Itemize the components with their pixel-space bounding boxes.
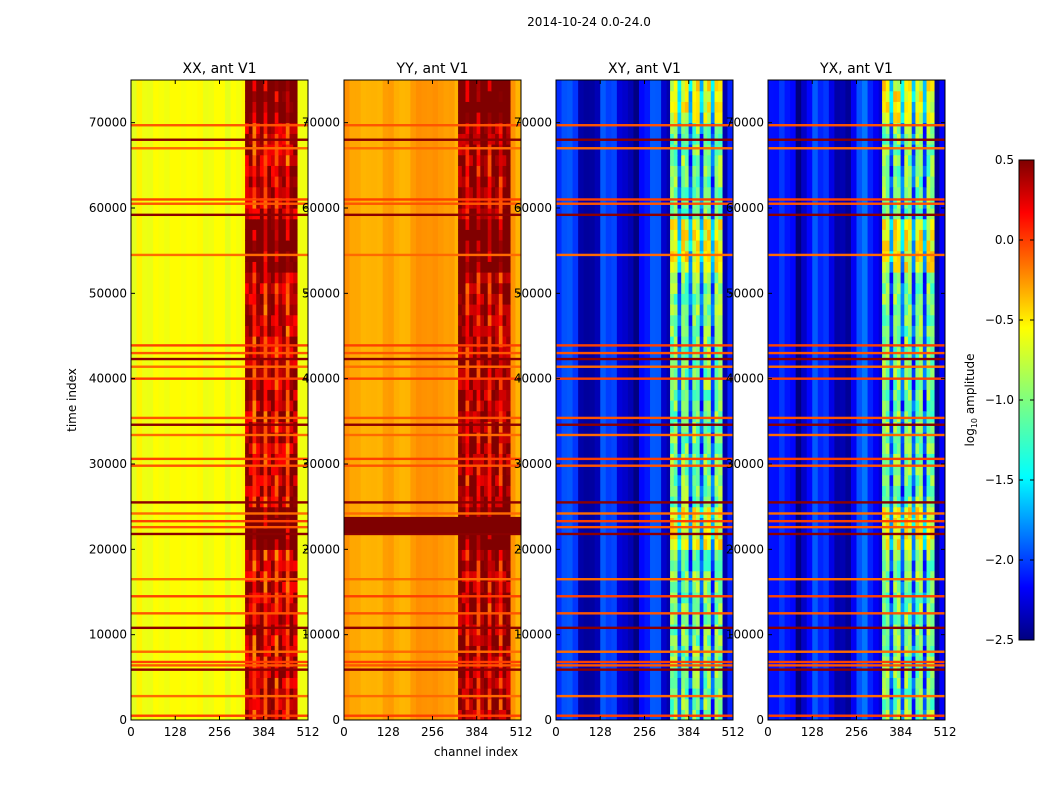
colorbar-label: log10 amplitude xyxy=(963,354,979,447)
x-tick-label: 128 xyxy=(164,725,187,739)
y-tick-label: 0 xyxy=(544,713,552,727)
x-tick-label: 384 xyxy=(465,725,488,739)
colorbar-ticks: 0.5 0.0 −0.5 −1.0 −1.5 −2.0 −2.5 xyxy=(985,153,1034,647)
y-tick-label: 40000 xyxy=(89,372,127,386)
x-tick-label: 256 xyxy=(633,725,656,739)
y-tick-label: 30000 xyxy=(514,457,552,471)
x-tick-label: 128 xyxy=(377,725,400,739)
panel-title: XY, ant V1 xyxy=(608,61,681,77)
colorbar: 0.5 0.0 −0.5 −1.0 −1.5 −2.0 −2.5 log10 amplitu… xyxy=(963,153,1035,647)
colorbar-tick-label: 0.5 xyxy=(995,153,1014,167)
x-tick-label: 384 xyxy=(889,725,912,739)
panels-group: XX, ant V1 0 128 256 384 512 0 10000 20000 30000 4… xyxy=(89,61,957,739)
y-tick-label: 40000 xyxy=(302,372,340,386)
y-tick-label: 70000 xyxy=(514,116,552,130)
y-tick-label: 0 xyxy=(119,713,127,727)
x-tick-label: 256 xyxy=(421,725,444,739)
colorbar-tick-label: −1.5 xyxy=(985,473,1014,487)
y-tick-label: 20000 xyxy=(726,542,764,556)
y-tick-label: 60000 xyxy=(726,201,764,215)
x-tick-label: 0 xyxy=(340,725,348,739)
panel-4: YX, ant V1 0 128 256 384 512 0 10000 20000 30000 4… xyxy=(726,61,957,739)
heatmap-cells xyxy=(768,80,945,720)
y-tick-label: 50000 xyxy=(514,286,552,300)
colorbar-tick-label: −1.0 xyxy=(985,393,1014,407)
colorbar-tick-label: −2.5 xyxy=(985,633,1014,647)
y-tick-label: 0 xyxy=(332,713,340,727)
panel-title: XX, ant V1 xyxy=(183,61,257,77)
y-tick-label: 60000 xyxy=(89,201,127,215)
heatmap-cells xyxy=(131,80,308,720)
y-tick-label: 20000 xyxy=(514,542,552,556)
x-tick-label: 0 xyxy=(127,725,135,739)
y-tick-label: 70000 xyxy=(89,116,127,130)
x-tick-label: 256 xyxy=(845,725,868,739)
y-tick-label: 30000 xyxy=(302,457,340,471)
x-tick-label: 256 xyxy=(208,725,231,739)
y-tick-label: 10000 xyxy=(514,628,552,642)
panel-title: YX, ant V1 xyxy=(819,61,893,77)
y-tick-label: 20000 xyxy=(89,542,127,556)
x-tick-label: 512 xyxy=(510,725,533,739)
panel-1: XX, ant V1 0 128 256 384 512 0 10000 20000 30000 4… xyxy=(89,61,320,739)
y-tick-label: 60000 xyxy=(302,201,340,215)
x-tick-label: 128 xyxy=(589,725,612,739)
colorbar-tick-label: −0.5 xyxy=(985,313,1014,327)
x-tick-label: 512 xyxy=(297,725,320,739)
y-tick-label: 40000 xyxy=(514,372,552,386)
x-axis-label: channel index xyxy=(434,745,518,759)
y-tick-label: 10000 xyxy=(726,628,764,642)
x-tick-label: 0 xyxy=(552,725,560,739)
x-tick-label: 384 xyxy=(677,725,700,739)
y-tick-label: 70000 xyxy=(726,116,764,130)
x-tick-label: 384 xyxy=(252,725,275,739)
x-tick-label: 0 xyxy=(764,725,772,739)
y-tick-label: 50000 xyxy=(726,286,764,300)
y-tick-label: 10000 xyxy=(302,628,340,642)
colorbar-tick-label: 0.0 xyxy=(995,233,1014,247)
y-axis-label: time index xyxy=(65,368,79,432)
panel-3: XY, ant V1 0 128 256 384 512 0 10000 20000 30000 4… xyxy=(514,61,745,739)
colorbar-tick-label: −2.0 xyxy=(985,553,1014,567)
heatmap-cells xyxy=(556,80,733,720)
x-tick-label: 128 xyxy=(801,725,824,739)
heatmap-cells xyxy=(344,80,521,720)
panel-title: YY, ant V1 xyxy=(396,61,469,77)
y-tick-label: 30000 xyxy=(726,457,764,471)
figure-title: 2014-10-24 0.0-24.0 xyxy=(527,15,651,29)
panel-2: YY, ant V1 0 128 256 384 512 0 10000 20000 30000 4… xyxy=(302,61,533,739)
y-tick-label: 30000 xyxy=(89,457,127,471)
y-tick-label: 50000 xyxy=(89,286,127,300)
x-tick-label: 512 xyxy=(934,725,957,739)
x-tick-label: 512 xyxy=(722,725,745,739)
y-tick-label: 0 xyxy=(756,713,764,727)
y-tick-label: 70000 xyxy=(302,116,340,130)
y-tick-label: 50000 xyxy=(302,286,340,300)
y-tick-label: 20000 xyxy=(302,542,340,556)
y-tick-label: 10000 xyxy=(89,628,127,642)
y-tick-label: 60000 xyxy=(514,201,552,215)
y-tick-label: 40000 xyxy=(726,372,764,386)
